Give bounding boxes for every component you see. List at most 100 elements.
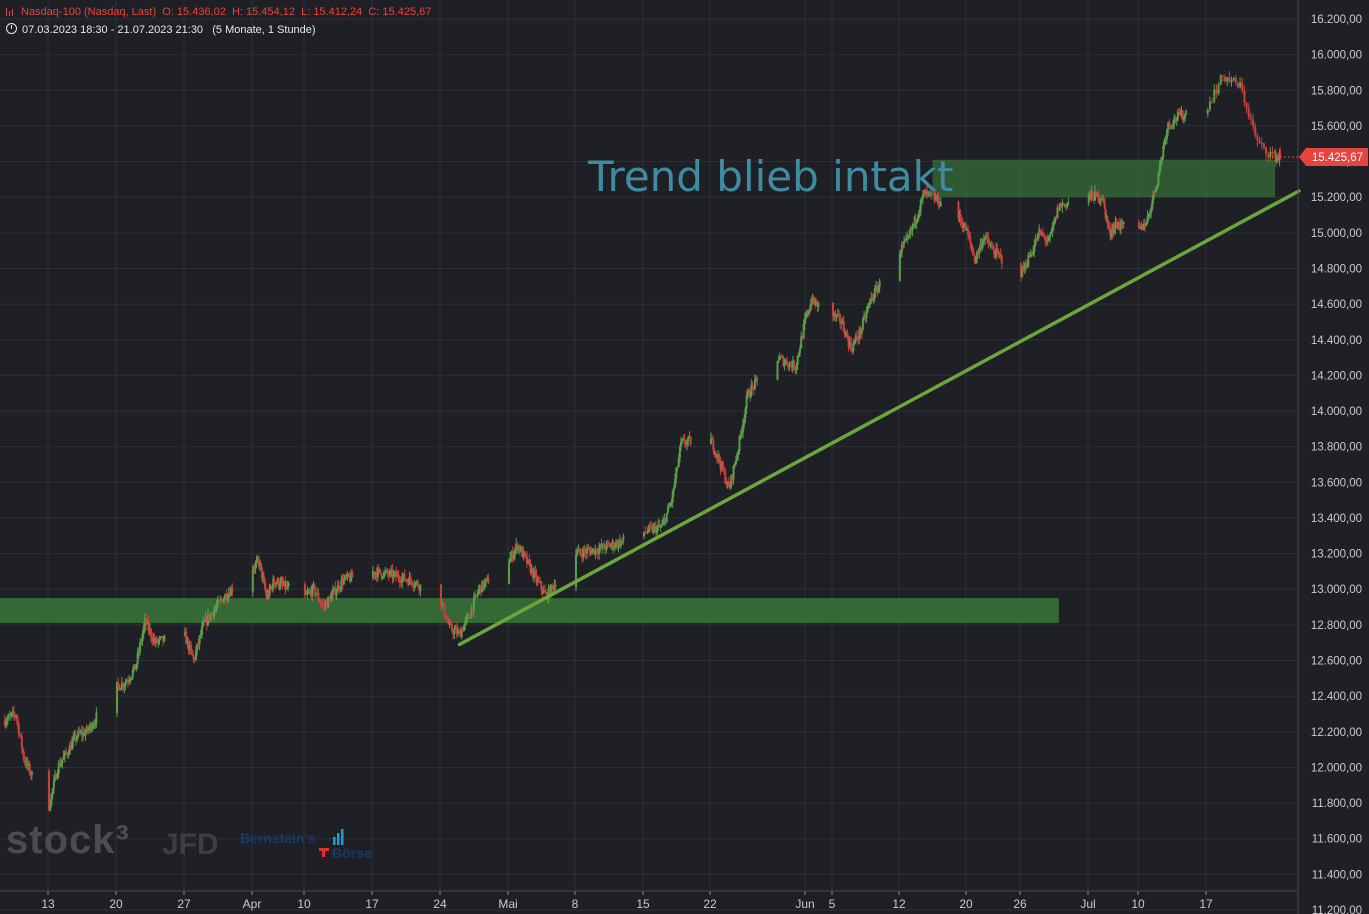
candle-body xyxy=(313,584,316,595)
candle-body xyxy=(221,599,224,603)
candle-body xyxy=(30,771,33,776)
candle-body xyxy=(980,243,983,248)
candle-body xyxy=(665,513,668,523)
candle-body xyxy=(1118,222,1121,229)
candle-body xyxy=(600,544,603,548)
candle-body xyxy=(552,586,555,590)
candle-body xyxy=(680,441,683,448)
candle-body xyxy=(287,585,290,588)
candle-body xyxy=(261,567,264,579)
candle-body xyxy=(733,464,736,466)
candle-body xyxy=(541,589,544,594)
candle-body xyxy=(911,225,914,231)
candle-body xyxy=(922,190,925,195)
candle-body xyxy=(215,605,218,609)
candle-body xyxy=(863,315,866,319)
candle-body xyxy=(837,314,840,316)
y-tick-label: 16.200,00 xyxy=(1311,14,1362,26)
candle-body xyxy=(409,576,412,581)
candle-body xyxy=(1040,232,1043,234)
candle-body xyxy=(154,638,157,643)
candle-body xyxy=(477,588,480,594)
candle-body xyxy=(601,543,604,548)
candle-body xyxy=(375,572,378,578)
candle-body xyxy=(1145,223,1148,227)
candle-body xyxy=(525,555,528,564)
chart-grid xyxy=(0,0,1298,911)
candle-body xyxy=(513,549,516,555)
candle-body xyxy=(998,253,1001,255)
candle-body xyxy=(1243,90,1246,103)
candle-body xyxy=(1037,233,1040,241)
candle-body xyxy=(378,568,381,570)
candle-body xyxy=(151,637,154,642)
candle-body xyxy=(1206,109,1209,114)
candle-body xyxy=(447,620,450,624)
candle-body xyxy=(60,763,63,767)
candle-body xyxy=(846,332,849,338)
candle-body xyxy=(599,544,602,549)
candle-body xyxy=(507,562,510,584)
candle-body xyxy=(906,237,909,239)
candle-body xyxy=(187,639,190,651)
candle-body xyxy=(197,643,200,645)
candle-body xyxy=(470,609,473,618)
candle-body xyxy=(120,682,123,689)
candle-body xyxy=(1267,154,1270,157)
candle-body xyxy=(227,593,230,599)
candle-body xyxy=(965,229,968,231)
candle-body xyxy=(587,549,590,551)
candle-body xyxy=(736,454,739,461)
candle-body xyxy=(84,732,87,736)
candle-body xyxy=(419,584,422,591)
candle-body xyxy=(536,579,539,582)
candle-body xyxy=(749,395,752,397)
candle-body xyxy=(412,584,415,587)
y-tick-label: 11.600,00 xyxy=(1312,834,1362,846)
candle-body xyxy=(1110,234,1113,236)
candle-body xyxy=(1211,101,1214,103)
candle-body xyxy=(581,554,584,558)
candle-body xyxy=(51,788,54,794)
candle-body xyxy=(611,541,614,546)
candle-body xyxy=(576,550,579,555)
x-tick-label: 12 xyxy=(892,897,906,911)
candle-body xyxy=(914,217,917,224)
candle-body xyxy=(1047,237,1050,241)
logo-bar xyxy=(341,829,344,845)
candle-body xyxy=(205,617,208,625)
candle-body xyxy=(964,223,967,231)
x-tick-label: 20 xyxy=(109,897,123,911)
candle-body xyxy=(403,573,406,581)
candle-body xyxy=(1064,204,1067,208)
candle-body xyxy=(988,242,991,246)
candle-body xyxy=(1112,226,1115,234)
candle-body xyxy=(689,436,692,445)
candle-body xyxy=(730,475,733,487)
candle-body xyxy=(226,598,229,600)
candle-body xyxy=(1224,76,1227,82)
logo-bar xyxy=(337,833,340,845)
candle-body xyxy=(687,436,690,442)
candle-body xyxy=(657,524,660,528)
candle-body xyxy=(82,731,85,736)
candle-body xyxy=(1043,234,1046,237)
candle-body xyxy=(967,229,970,236)
candle-body xyxy=(48,771,51,811)
candle-body xyxy=(1258,140,1261,143)
candle-body xyxy=(791,360,794,369)
candle-body xyxy=(669,503,672,507)
candle-body xyxy=(52,780,55,789)
candle-body xyxy=(1027,255,1030,267)
candle-body xyxy=(835,315,838,318)
candle-body xyxy=(12,711,15,715)
candle-body xyxy=(351,572,354,578)
candle-body xyxy=(684,444,687,446)
candle-body xyxy=(537,579,540,582)
candle-body xyxy=(927,192,930,194)
candle-body xyxy=(529,562,532,573)
candle-body xyxy=(1221,75,1224,77)
y-tick-label: 12.000,00 xyxy=(1311,762,1362,774)
candle-body xyxy=(936,195,939,201)
candle-body xyxy=(453,629,456,635)
